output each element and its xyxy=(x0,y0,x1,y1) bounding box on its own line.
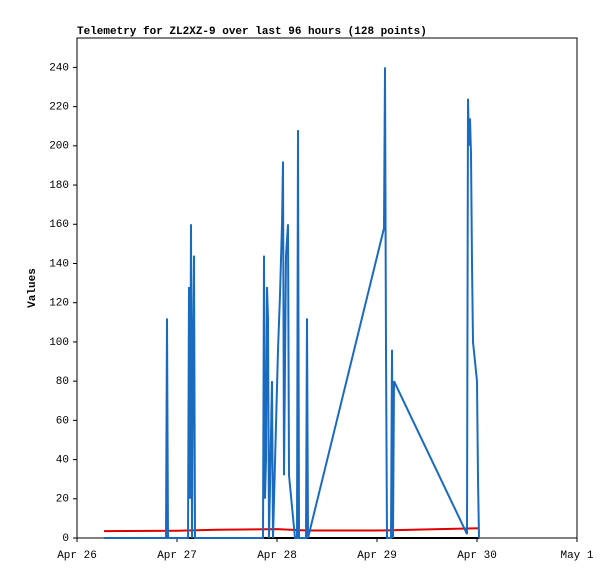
y-tick-label: 120 xyxy=(49,298,69,310)
chart-title: Telemetry for ZL2XZ-9 over last 96 hours… xyxy=(77,26,427,38)
y-tick-label: 100 xyxy=(49,337,69,349)
x-tick-label: Apr 26 xyxy=(57,550,97,562)
y-tick-label: 220 xyxy=(49,102,69,114)
y-tick-label: 200 xyxy=(49,141,69,153)
x-tick-label: Apr 30 xyxy=(457,550,497,562)
y-tick-label: 140 xyxy=(49,258,69,270)
x-tick-label: Apr 27 xyxy=(157,550,197,562)
y-tick-label: 60 xyxy=(56,415,69,427)
y-tick-label: 240 xyxy=(49,62,69,74)
y-tick-label: 0 xyxy=(62,533,69,545)
y-tick-label: 80 xyxy=(56,376,69,388)
y-tick-label: 40 xyxy=(56,454,69,466)
y-tick-label: 180 xyxy=(49,180,69,192)
y-tick-label: 160 xyxy=(49,219,69,231)
y-axis-label: Values xyxy=(27,268,39,308)
series-line xyxy=(103,527,480,533)
y-tick-label: 20 xyxy=(56,494,69,506)
x-tick-label: May 1 xyxy=(560,550,593,562)
series-line xyxy=(104,67,480,539)
x-tick-label: Apr 28 xyxy=(257,550,297,562)
x-tick-label: Apr 29 xyxy=(357,550,397,562)
